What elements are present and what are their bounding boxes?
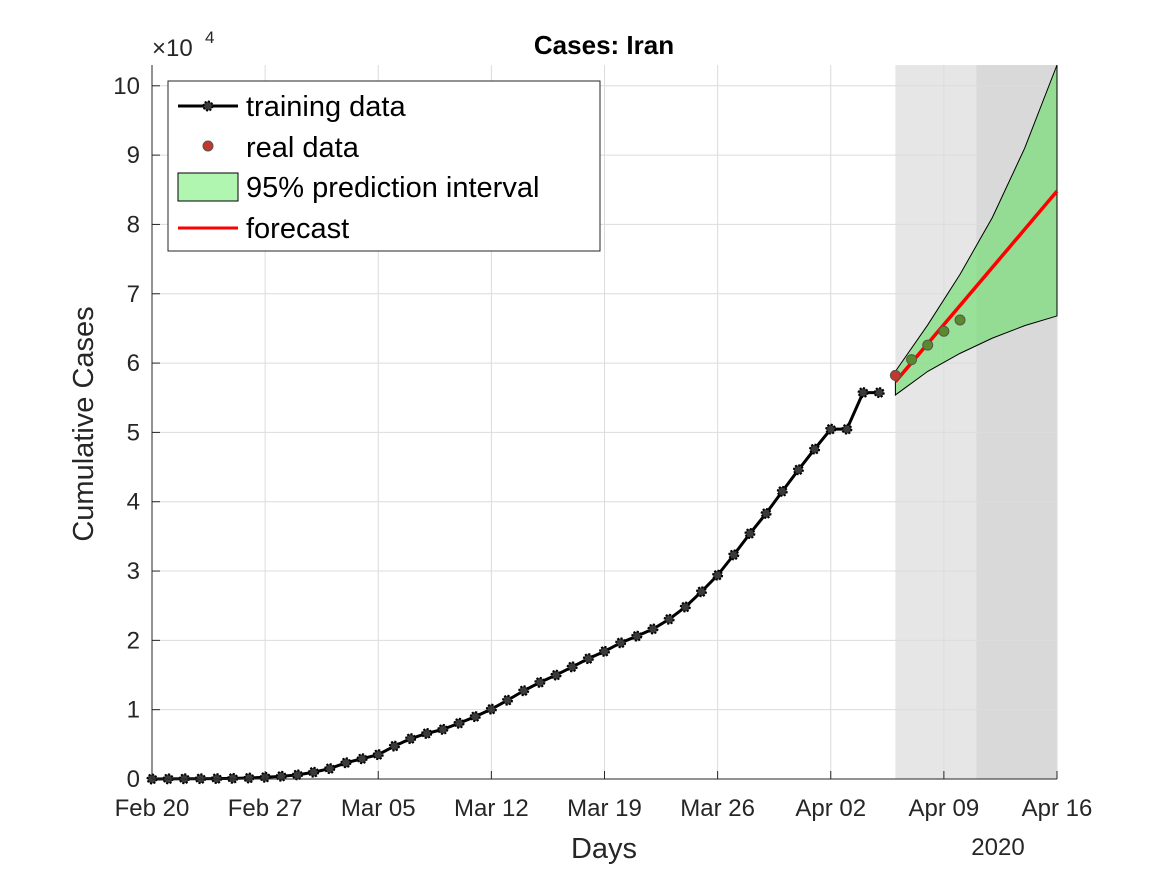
training-data-point [792,464,804,476]
training-data-point [679,601,691,613]
legend-label-training-data: training data [246,91,406,123]
x-axis-label: Days [571,833,637,865]
y-exponent-power: 4 [205,28,214,47]
training-data-point [550,669,562,681]
chart-title: Cases: Iran [534,30,674,60]
forecast-line [894,190,1059,383]
training-data-point [356,753,368,765]
training-data-point [647,623,659,635]
prediction-interval-band [894,64,1058,396]
training-data-point [776,485,788,497]
training-data-point [582,653,594,665]
y-exponent-base: ×10 [152,35,193,62]
training-data-point [340,757,352,769]
x-tick-label-3: Mar 12 [454,795,529,822]
y-axis-label: Cumulative Cases [68,306,100,541]
forecast-series [894,190,1059,383]
tick-labels: Feb 20 Feb 27 Mar 05 Mar 12 Mar 19 Mar 26 Apr … [113,73,1092,822]
legend-marker-training-data [202,100,214,112]
training-data-point [566,661,578,673]
training-data-point [534,676,546,688]
training-data-point [728,549,740,561]
training-data-point [744,528,756,540]
y-tick-label-3: 3 [127,558,140,585]
y-tick-label-10: 10 [113,73,140,100]
x-tick-label-0: Feb 20 [115,795,190,822]
legend-label-prediction-interval: 95% prediction interval [246,172,539,204]
training-data-point [518,685,530,697]
training-data-point [695,586,707,598]
y-tick-label-1: 1 [127,697,140,724]
legend-marker-real-data [202,140,214,152]
training-data-point [502,694,514,706]
training-data-point [760,507,772,519]
training-data-line [151,391,880,781]
training-data-point [841,423,853,435]
training-data-point [873,387,885,399]
real-data-point [922,339,934,351]
y-exponent-label: ×10 4 [152,28,214,62]
y-tick-label-5: 5 [127,419,140,446]
y-tick-label-6: 6 [127,350,140,377]
real-data-point [938,325,950,337]
legend-label-forecast: forecast [246,213,349,245]
training-data-point [615,637,627,649]
x-tick-label-5: Mar 26 [680,795,755,822]
axes [151,65,1058,780]
x-tick-label-8: Apr 16 [1022,795,1093,822]
legend-item-training-data: training data [178,91,406,123]
training-data-point [372,749,384,761]
training-data-point [243,772,255,784]
training-data-series [146,387,885,785]
training-data-point [485,703,497,715]
training-data-point [388,740,400,752]
y-tick-label-7: 7 [127,281,140,308]
real-data-point [889,369,901,381]
prediction-interval-area [894,64,1058,396]
x-tick-label-7: Apr 09 [909,795,980,822]
training-data-point [453,717,465,729]
x-axis-year-label: 2020 [971,834,1024,861]
y-tick-label-0: 0 [127,766,140,793]
x-tick-label-1: Feb 27 [228,795,303,822]
training-data-point [324,763,336,775]
legend-box [167,80,601,252]
y-tick-label-4: 4 [127,489,140,516]
forecast-shaded-regions [895,65,1057,779]
y-tick-label-9: 9 [127,142,140,169]
x-tick-label-4: Mar 19 [567,795,642,822]
x-tick-label-2: Mar 05 [341,795,416,822]
training-data-point [421,727,433,739]
legend-label-real-data: real data [246,132,360,164]
real-data-point [954,314,966,326]
legend: training data real data 95% prediction i… [167,80,601,252]
training-data-point [437,723,449,735]
y-tick-label-2: 2 [127,627,140,654]
training-data-point [631,630,643,642]
y-tick-label-8: 8 [127,211,140,238]
training-data-point [291,769,303,781]
training-data-point [809,443,821,455]
legend-swatch-prediction-interval [177,172,239,202]
legend-item-forecast: forecast [178,213,349,245]
legend-item-real-data: real data [202,132,360,164]
real-data-series [889,314,966,381]
training-data-point [663,613,675,625]
training-data-point [227,772,239,784]
training-data-point [469,711,481,723]
legend-item-prediction-interval: 95% prediction interval [177,172,539,204]
training-data-point [825,423,837,435]
training-data-point [405,733,417,745]
shaded-region-0 [895,65,977,779]
training-data-point [857,387,869,399]
training-data-point [308,766,320,778]
training-data-point [599,645,610,657]
x-tick-label-6: Apr 02 [795,795,866,822]
training-data-point [712,569,724,581]
real-data-point [906,354,918,366]
